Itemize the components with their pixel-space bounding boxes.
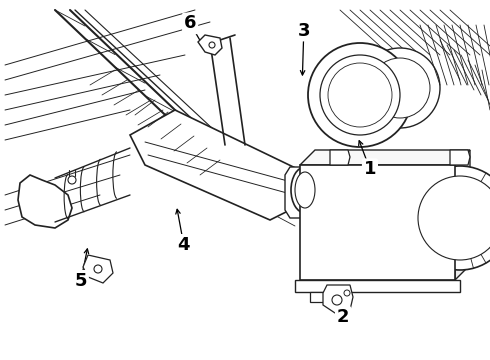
Circle shape <box>320 55 400 135</box>
Circle shape <box>209 42 215 48</box>
Circle shape <box>94 265 102 273</box>
Polygon shape <box>300 150 470 165</box>
Polygon shape <box>323 285 353 313</box>
Polygon shape <box>285 167 330 218</box>
Polygon shape <box>300 165 455 280</box>
Circle shape <box>408 166 490 270</box>
Text: 3: 3 <box>297 22 310 40</box>
Ellipse shape <box>291 167 319 213</box>
Circle shape <box>344 290 350 296</box>
Polygon shape <box>325 292 340 302</box>
Text: 5: 5 <box>74 272 87 290</box>
Circle shape <box>308 43 412 147</box>
Polygon shape <box>198 35 222 55</box>
Text: 1: 1 <box>364 160 376 178</box>
Text: 4: 4 <box>177 236 190 254</box>
Circle shape <box>360 48 440 128</box>
Polygon shape <box>18 175 72 228</box>
Circle shape <box>332 295 342 305</box>
Circle shape <box>370 58 430 118</box>
Circle shape <box>418 176 490 260</box>
Text: 2: 2 <box>337 308 349 326</box>
Circle shape <box>328 63 392 127</box>
Polygon shape <box>130 110 310 220</box>
Polygon shape <box>310 292 325 302</box>
Circle shape <box>68 176 76 184</box>
Polygon shape <box>455 150 470 280</box>
Polygon shape <box>83 255 113 283</box>
Text: 6: 6 <box>184 14 196 32</box>
Ellipse shape <box>295 172 315 208</box>
Polygon shape <box>330 150 350 165</box>
Polygon shape <box>295 280 460 292</box>
Polygon shape <box>450 150 470 165</box>
